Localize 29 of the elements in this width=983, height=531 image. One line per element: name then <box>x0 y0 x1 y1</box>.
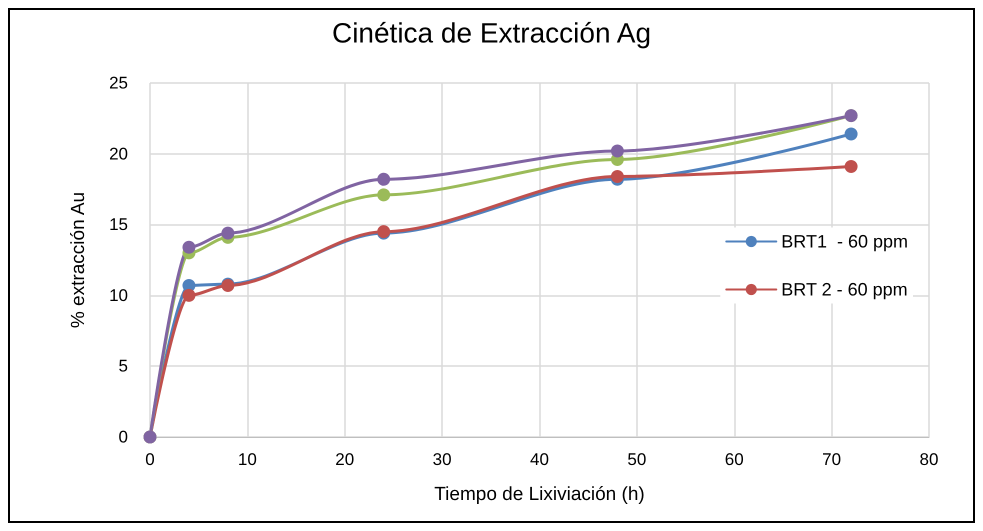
chart-title: Cinética de Extracción Ag <box>332 18 652 48</box>
legend-label: BRT 2 - 60 ppm <box>781 280 908 300</box>
x-tick-label: 40 <box>530 450 549 469</box>
x-tick-label: 30 <box>432 450 452 469</box>
y-tick-label: 10 <box>109 286 128 305</box>
point <box>844 127 858 140</box>
x-tick-label: 20 <box>335 450 354 469</box>
y-tick-label: 25 <box>109 74 128 92</box>
x-tick-label: 80 <box>920 450 938 469</box>
x-tick-label: 60 <box>724 450 744 469</box>
point <box>610 144 624 158</box>
x-tick-label: 50 <box>627 450 646 469</box>
point <box>610 170 624 183</box>
y-tick-label: 20 <box>109 144 128 164</box>
y-tick-label: 15 <box>109 215 128 234</box>
x-tick-label: 0 <box>145 450 155 469</box>
y-tick-label: 0 <box>118 428 128 446</box>
point <box>182 288 196 302</box>
point <box>182 240 196 254</box>
y-axis-title: % extracción Au <box>68 192 89 328</box>
x-axis-title: Tiempo de Lixiviación (h) <box>434 484 645 505</box>
point <box>221 226 234 240</box>
point <box>844 160 858 174</box>
y-tick-label: 5 <box>118 356 128 376</box>
point <box>377 188 390 202</box>
x-tick-label: 10 <box>238 450 257 469</box>
point <box>377 172 390 186</box>
x-tick-label: 70 <box>822 450 842 469</box>
legend-label: BRT1 - 60 ppm <box>781 232 908 252</box>
